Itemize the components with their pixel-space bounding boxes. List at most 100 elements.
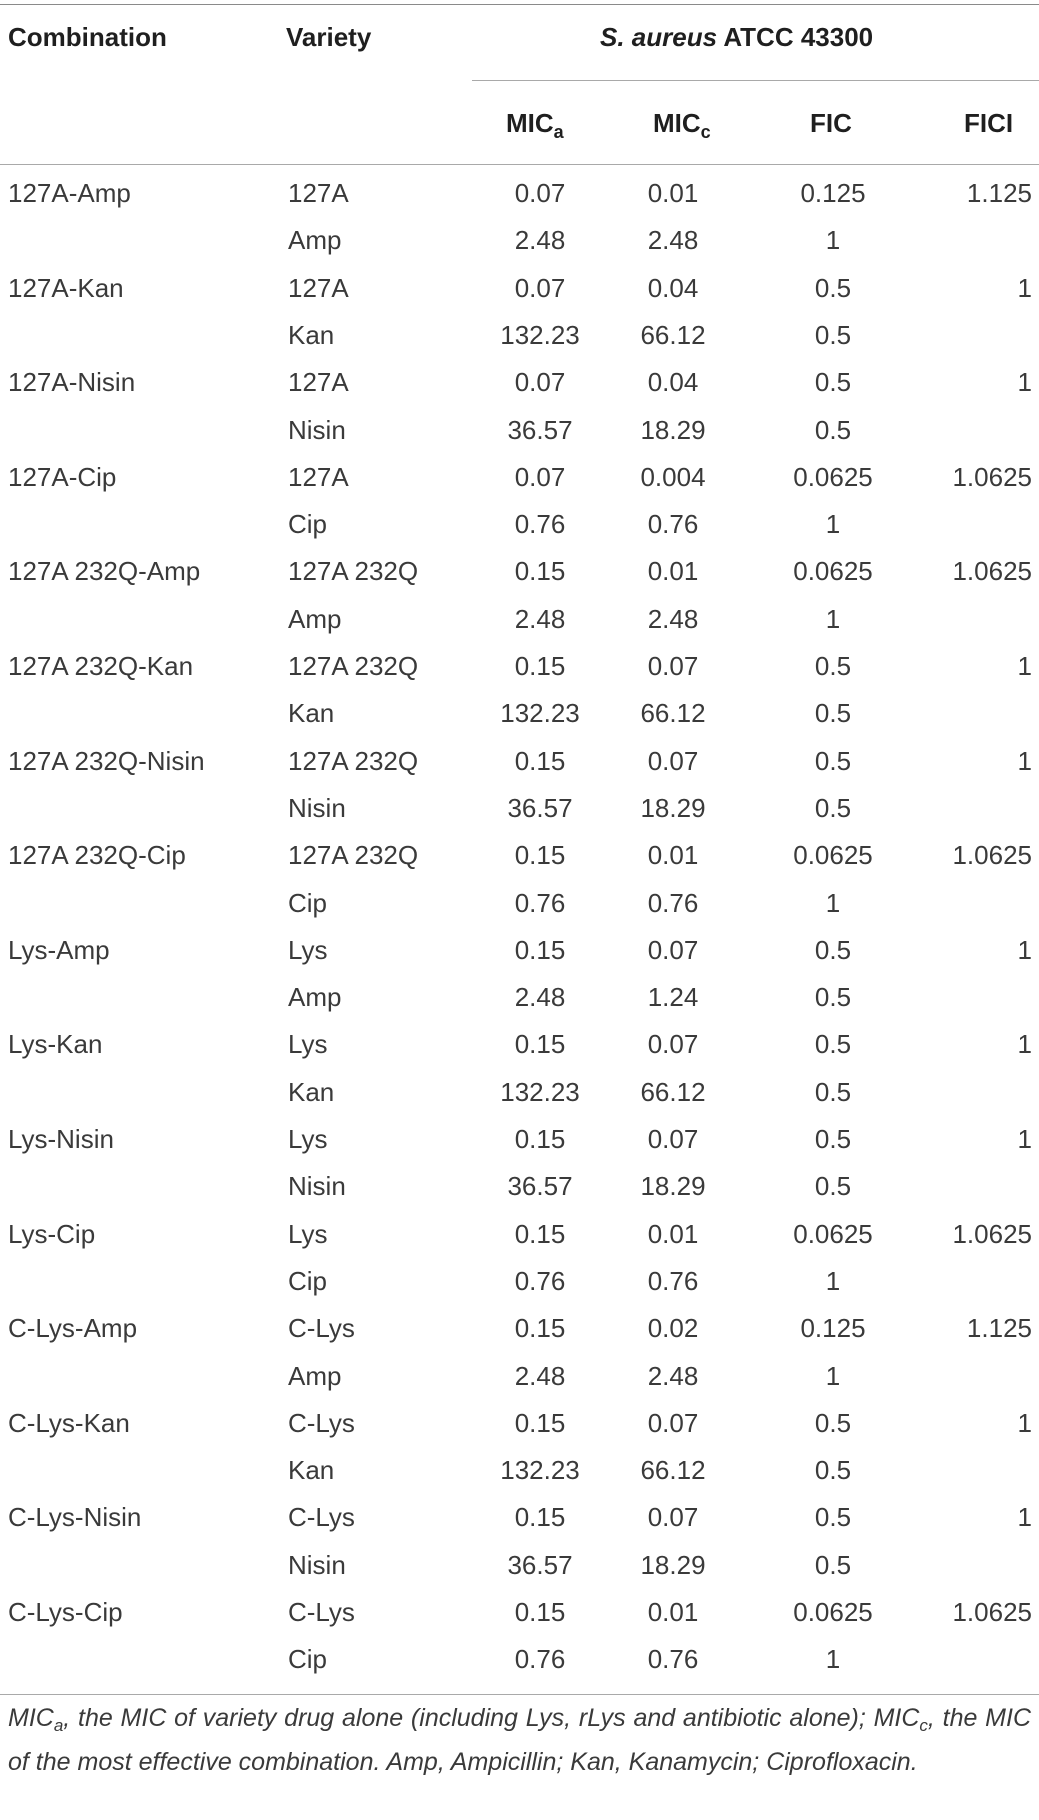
- table-bottom-rule: [0, 1694, 1039, 1695]
- mic-a-cell: 36.57: [507, 414, 573, 445]
- header-variety: Variety: [286, 22, 372, 52]
- header-organism: S. aureus ATCC 43300: [600, 22, 873, 53]
- fic-cell: 0.125: [800, 1313, 866, 1344]
- fici-cell: 1: [1017, 1502, 1032, 1533]
- mic-c-cell: 0.07: [647, 745, 699, 776]
- fici-cell: 1: [1017, 272, 1032, 303]
- fic-cell: 0.5: [814, 651, 852, 681]
- mic-a-cell: 0.15: [514, 1407, 566, 1438]
- mic-c-cell: 0.04: [647, 272, 699, 303]
- fici-cell: 1.0625: [952, 461, 1032, 492]
- variety-cell: 127A 232Q: [288, 840, 419, 871]
- mic-c-cell: 66.12: [640, 319, 706, 350]
- fic-cell: 1: [825, 509, 841, 540]
- variety-cell: Amp: [288, 603, 342, 634]
- mic-a-cell: 132.23: [500, 698, 580, 729]
- variety-cell: Nisin: [288, 1171, 346, 1202]
- combination-cell: 127A 232Q-Amp: [8, 556, 201, 587]
- mic-c-cell: 0.76: [647, 509, 699, 540]
- header-fic: FIC: [810, 108, 852, 138]
- mic-c-cell: 0.07: [647, 934, 699, 965]
- mic-a-cell: 0.07: [514, 461, 566, 492]
- header-mic-a: MICa: [506, 108, 564, 142]
- fic-cell: 1: [825, 225, 841, 256]
- fici-cell: 1.0625: [952, 840, 1032, 871]
- fic-cell: 0.5: [814, 698, 852, 729]
- fici-cell: 1.125: [966, 178, 1032, 208]
- mic-c-cell: 0.07: [647, 1124, 699, 1154]
- mic-c-cell: 0.01: [647, 1218, 699, 1249]
- fic-cell: 0.5: [814, 934, 852, 965]
- mic-a-cell: 0.15: [514, 1124, 566, 1154]
- mic-c-cell: 1.24: [647, 982, 699, 1013]
- mic-a-cell: 0.15: [514, 556, 566, 587]
- variety-cell: Kan: [288, 319, 335, 350]
- fic-cell: 0.5: [814, 1029, 852, 1060]
- mic-c-cell: 0.07: [647, 651, 699, 681]
- fic-cell: 0.5: [814, 1171, 852, 1202]
- variety-cell: Cip: [288, 1644, 328, 1675]
- mic-a-cell: 132.23: [500, 319, 580, 350]
- mic-c-cell: 18.29: [640, 1171, 706, 1202]
- mic-c-cell: 0.07: [647, 1407, 699, 1438]
- combination-cell: Lys-Kan: [8, 1029, 103, 1060]
- fic-cell: 0.5: [814, 1124, 852, 1154]
- mic-a-cell: 0.07: [514, 272, 566, 303]
- table-footnote: MICa, the MIC of variety drug alone (inc…: [8, 1704, 1031, 1776]
- combination-cell: 127A 232Q-Cip: [8, 840, 186, 871]
- fici-cell: 1.0625: [952, 1218, 1032, 1249]
- mic-c-cell: 0.07: [647, 1029, 699, 1060]
- mic-a-cell: 132.23: [500, 1455, 580, 1486]
- fici-cell: 1: [1017, 1029, 1032, 1060]
- header-mic-c: MICc: [653, 108, 711, 142]
- mic-a-cell: 0.76: [514, 509, 566, 540]
- mic-a-cell: 2.48: [514, 1360, 566, 1391]
- fici-cell: 1: [1017, 1407, 1032, 1438]
- fic-cell: 0.5: [814, 367, 852, 398]
- header-bottom-rule: [0, 164, 1039, 165]
- mic-a-cell: 0.76: [514, 887, 566, 918]
- variety-cell: Lys: [288, 934, 328, 965]
- variety-cell: Cip: [288, 509, 328, 540]
- mic-a-cell: 0.15: [514, 1029, 566, 1060]
- variety-cell: 127A: [288, 272, 349, 303]
- mic-a-cell: 36.57: [507, 792, 573, 823]
- combination-cell: Lys-Amp: [8, 934, 110, 965]
- mic-a-cell: 36.57: [507, 1549, 573, 1580]
- variety-cell: C-Lys: [288, 1502, 355, 1533]
- combination-cell: Lys-Nisin: [8, 1124, 114, 1154]
- fic-cell: 0.5: [814, 319, 852, 350]
- fic-cell: 0.125: [800, 178, 866, 208]
- variety-cell: Nisin: [288, 414, 346, 445]
- mic-c-cell: 18.29: [640, 792, 706, 823]
- fici-cell: 1.125: [966, 1313, 1032, 1344]
- combination-cell: 127A 232Q-Nisin: [8, 745, 205, 776]
- fici-cell: 1: [1017, 934, 1032, 965]
- variety-cell: Kan: [288, 698, 335, 729]
- mic-a-cell: 2.48: [514, 603, 566, 634]
- fic-cell: 1: [825, 887, 841, 918]
- fic-cell: 0.0625: [793, 461, 873, 492]
- fic-cell: 0.0625: [793, 1218, 873, 1249]
- fic-cell: 0.5: [814, 414, 852, 445]
- mic-c-cell: 18.29: [640, 414, 706, 445]
- mic-a-cell: 132.23: [500, 1076, 580, 1107]
- mic-c-cell: 0.004: [640, 461, 706, 492]
- fic-cell: 0.0625: [793, 840, 873, 871]
- combination-cell: 127A-Cip: [8, 461, 117, 492]
- mic-c-cell: 0.01: [647, 840, 699, 871]
- mic-a-cell: 0.15: [514, 745, 566, 776]
- mic-c-cell: 0.07: [647, 1502, 699, 1533]
- fic-cell: 0.5: [814, 1549, 852, 1580]
- variety-cell: Cip: [288, 887, 328, 918]
- combination-cell: 127A 232Q-Kan: [8, 651, 194, 681]
- mic-a-cell: 0.15: [514, 1502, 566, 1533]
- mic-c-cell: 0.76: [647, 887, 699, 918]
- variety-cell: 127A 232Q: [288, 651, 419, 681]
- mic-c-cell: 0.02: [647, 1313, 699, 1344]
- fic-cell: 0.5: [814, 792, 852, 823]
- combination-cell: 127A-Kan: [8, 272, 124, 303]
- header-fici: FICI: [964, 108, 1014, 138]
- mic-a-cell: 36.57: [507, 1171, 573, 1202]
